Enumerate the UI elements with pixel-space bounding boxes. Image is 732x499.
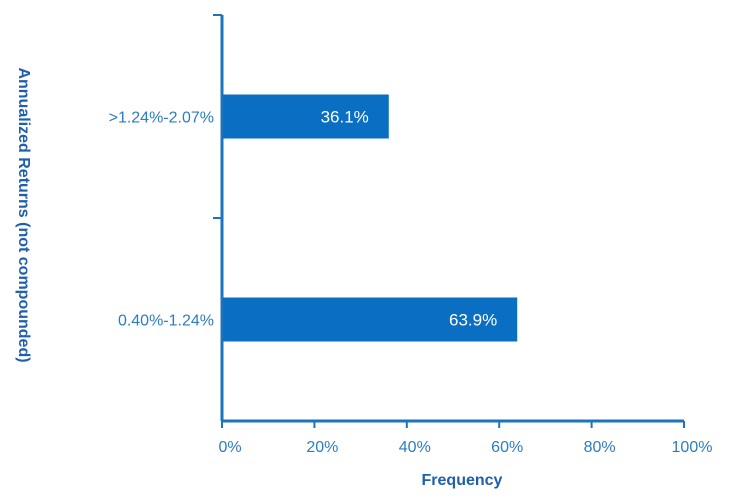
x-tick-label: 0% [218,439,241,456]
bar [223,94,389,139]
x-tick-label: 80% [584,439,616,456]
y-category-label: 0.40%-1.24% [118,313,214,330]
bars: 36.1% 63.9% [223,94,518,342]
axes [213,14,684,423]
x-tick-label: 20% [306,439,338,456]
y-category-label: >1.24%-2.07% [109,110,214,127]
x-axis-title: Frequency [422,472,503,489]
x-tick-label: 40% [399,439,431,456]
x-tick-label: 60% [491,439,523,456]
bar-value-label: 63.9% [449,311,497,330]
x-ticks: 0% 20% 40% 60% 80% 100% [218,421,712,456]
bar-value-label: 36.1% [321,108,369,127]
y-axis-title: Annualized Returns (not compounded) [15,67,32,362]
bar [223,297,518,342]
y-category-labels: >1.24%-2.07% 0.40%-1.24% [109,110,214,330]
x-tick-label: 100% [672,439,713,456]
